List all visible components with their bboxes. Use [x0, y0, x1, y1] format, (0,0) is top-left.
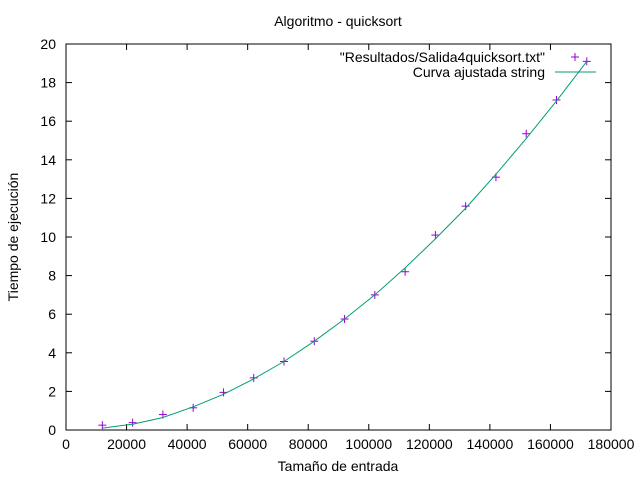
- x-tick-label: 100000: [345, 436, 392, 452]
- x-tick-label: 40000: [168, 436, 207, 452]
- fitted-curve-line: [102, 61, 588, 429]
- data-point: [128, 418, 137, 427]
- x-tick-label: 180000: [588, 436, 635, 452]
- data-point: [552, 95, 561, 104]
- x-tick-label: 20000: [107, 436, 146, 452]
- legend-label: "Resultados/Salida4quicksort.txt": [340, 49, 545, 65]
- y-tick-label: 18: [40, 75, 56, 91]
- series-1: [98, 57, 591, 430]
- legend-marker-sample: [571, 53, 579, 61]
- x-tick-label: 160000: [527, 436, 574, 452]
- x-axis: 0 20000 40000 60000 80000 100000 120000 140000 1…: [62, 44, 635, 452]
- x-axis-label: Tamaño de entrada: [278, 458, 399, 474]
- y-tick-label: 16: [40, 113, 56, 129]
- legend: "Resultados/Salida4quicksort.txt"Curva a…: [340, 49, 596, 80]
- y-tick-label: 10: [40, 229, 56, 245]
- y-tick-label: 8: [48, 268, 56, 284]
- data-point: [461, 202, 470, 211]
- data-point: [522, 129, 531, 138]
- y-tick-label: 20: [40, 36, 56, 52]
- y-tick-label: 2: [48, 383, 56, 399]
- data-point: [431, 231, 440, 240]
- legend-label: Curva ajustada string: [413, 64, 545, 80]
- y-tick-label: 4: [48, 345, 56, 361]
- y-tick-label: 0: [48, 422, 56, 438]
- data-point: [582, 57, 591, 66]
- legend-entry-2: Curva ajustada string: [413, 64, 596, 80]
- x-tick-label: 0: [62, 436, 70, 452]
- chart-title: Algoritmo - quicksort: [274, 13, 402, 29]
- y-tick-label: 6: [48, 306, 56, 322]
- data-point: [401, 267, 410, 276]
- x-tick-label: 140000: [467, 436, 514, 452]
- y-tick-label: 14: [40, 152, 56, 168]
- y-axis-label: Tiempo de ejecución: [5, 173, 21, 302]
- series-2: [102, 61, 588, 429]
- plot-frame: [65, 43, 612, 431]
- y-axis: 0 2 4 6 8 10 12 14 16 18 20: [40, 36, 611, 438]
- y-tick-label: 12: [40, 190, 56, 206]
- series-layer: [98, 57, 591, 430]
- x-tick-label: 120000: [406, 436, 453, 452]
- x-tick-label: 80000: [289, 436, 328, 452]
- legend-entry-1: "Resultados/Salida4quicksort.txt": [340, 49, 579, 65]
- x-tick-label: 60000: [228, 436, 267, 452]
